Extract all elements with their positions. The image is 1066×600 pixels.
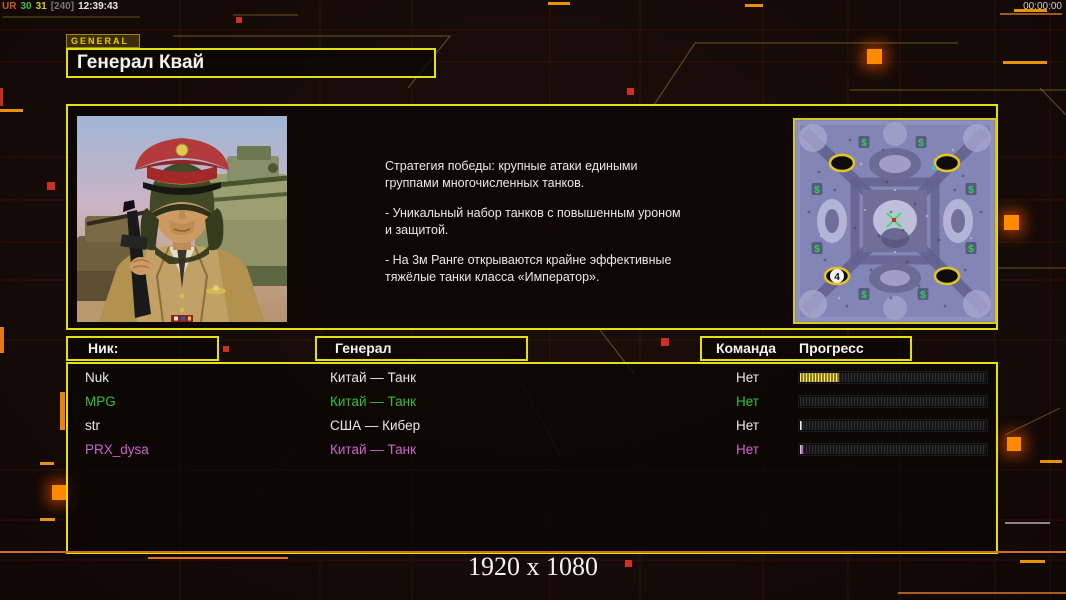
status-part: UR [2, 1, 17, 12]
column-header-label: Команда [716, 340, 776, 356]
general-portrait [77, 116, 287, 322]
general-info-panel: Стратегия победы: крупные атаки едиными … [66, 104, 998, 330]
orange-dash-decor [1014, 9, 1047, 12]
progress-track [800, 445, 986, 454]
player-row: Nuk Китай — Танк Нет [68, 366, 996, 390]
red-square-decor [47, 182, 55, 190]
status-part: 31 [35, 1, 47, 12]
player-row: PRX_dysa Китай — Танк Нет [68, 438, 996, 462]
orange-dash-decor [40, 518, 55, 521]
footer-dash-decor [148, 557, 288, 559]
column-header-label: Прогресс [799, 340, 864, 356]
player-start-number: 4 [834, 272, 840, 283]
column-header-general: Генерал [315, 336, 528, 361]
glow-square-decor [1004, 215, 1019, 230]
player-team: Нет [736, 394, 759, 409]
player-row: str США — Кибер Нет [68, 414, 996, 438]
resolution-label: 1920 x 1080 [468, 552, 598, 581]
player-nick: str [85, 418, 100, 433]
player-nick: Nuk [85, 370, 110, 385]
glow-square-decor [1007, 437, 1021, 451]
player-general: США — Кибер [330, 418, 421, 433]
red-square-decor [223, 346, 229, 352]
progress-fill [800, 421, 802, 430]
orange-dash-decor [40, 462, 54, 465]
red-square-decor [661, 338, 669, 346]
general-name-title: Генерал Квай [77, 52, 205, 73]
strategy-paragraph: - На 3м Ранге открываются крайне эффекти… [385, 253, 672, 284]
general-tab: GENERAL [66, 34, 140, 48]
supply-dock-icon: $ [861, 138, 867, 149]
edge-mark-decor [0, 327, 4, 353]
progress-fill [800, 445, 803, 454]
orange-dash-decor [548, 2, 570, 5]
progress-bar [798, 371, 988, 384]
footer-line-decor [0, 551, 1066, 553]
start-position-markers: 4 [823, 153, 961, 286]
supply-dock-icon: $ [918, 138, 924, 149]
bottom-right-line-decor [898, 592, 1066, 594]
red-square-decor [236, 17, 242, 23]
player-list: Nuk Китай — Танк Нет MPG Китай — Танк Не… [66, 362, 998, 554]
match-timer: 00:00:00 [1023, 1, 1062, 12]
column-header-label: Ник: [88, 340, 119, 356]
orange-dash-decor [0, 109, 23, 112]
debug-status-text: UR 30 31 [240] 12:39:43 [2, 1, 122, 12]
player-general: Китай — Танк [330, 370, 416, 385]
map-center-marker [886, 212, 902, 228]
orange-dash-decor [1020, 560, 1045, 563]
orange-dash-decor [1040, 460, 1062, 463]
status-clock: 12:39:43 [78, 1, 119, 12]
progress-bar [798, 395, 988, 408]
red-square-decor [625, 560, 632, 567]
supply-dock-icon: $ [814, 185, 820, 196]
timer-underline-decor [1000, 13, 1062, 15]
orange-dash-decor [1003, 61, 1047, 64]
edge-mark-decor [0, 88, 3, 106]
player-general: Китай — Танк [330, 442, 416, 457]
player-team: Нет [736, 370, 759, 385]
progress-track [800, 421, 986, 430]
column-header-nick: Ник: [66, 336, 219, 361]
progress-fill [800, 373, 840, 382]
player-team: Нет [736, 442, 759, 457]
general-name-box: Генерал Квай [66, 48, 436, 78]
strategy-paragraph: - Уникальный набор танков с повышенным у… [385, 206, 681, 237]
column-header-team-progress: Команда Прогресс [700, 336, 912, 361]
glow-square-decor [867, 49, 882, 64]
progress-bar [798, 443, 988, 456]
column-header-label: Генерал [335, 340, 392, 356]
progress-track [800, 373, 986, 382]
player-team: Нет [736, 418, 759, 433]
supply-dock-icon: $ [968, 244, 974, 255]
progress-bar [798, 419, 988, 432]
supply-dock-icon: $ [968, 185, 974, 196]
supply-dock-icon: $ [814, 244, 820, 255]
red-square-decor [627, 88, 634, 95]
player-nick: MPG [85, 394, 116, 409]
player-general: Китай — Танк [330, 394, 416, 409]
player-nick: PRX_dysa [85, 442, 149, 457]
minimap: $ $ $ $ $ $ $ $ 4 [793, 118, 997, 324]
edge-mark-decor [60, 392, 65, 430]
status-part: [240] [50, 1, 75, 12]
glow-square-decor [52, 485, 67, 500]
orange-dash-decor [745, 4, 763, 7]
strategy-description: Стратегия победы: крупные атаки едиными … [385, 158, 721, 299]
supply-dock-icon: $ [920, 290, 926, 301]
progress-track [800, 397, 986, 406]
status-part: 30 [20, 1, 32, 12]
player-row: MPG Китай — Танк Нет [68, 390, 996, 414]
strategy-paragraph: Стратегия победы: крупные атаки едиными … [385, 159, 638, 190]
supply-dock-icon: $ [861, 290, 867, 301]
